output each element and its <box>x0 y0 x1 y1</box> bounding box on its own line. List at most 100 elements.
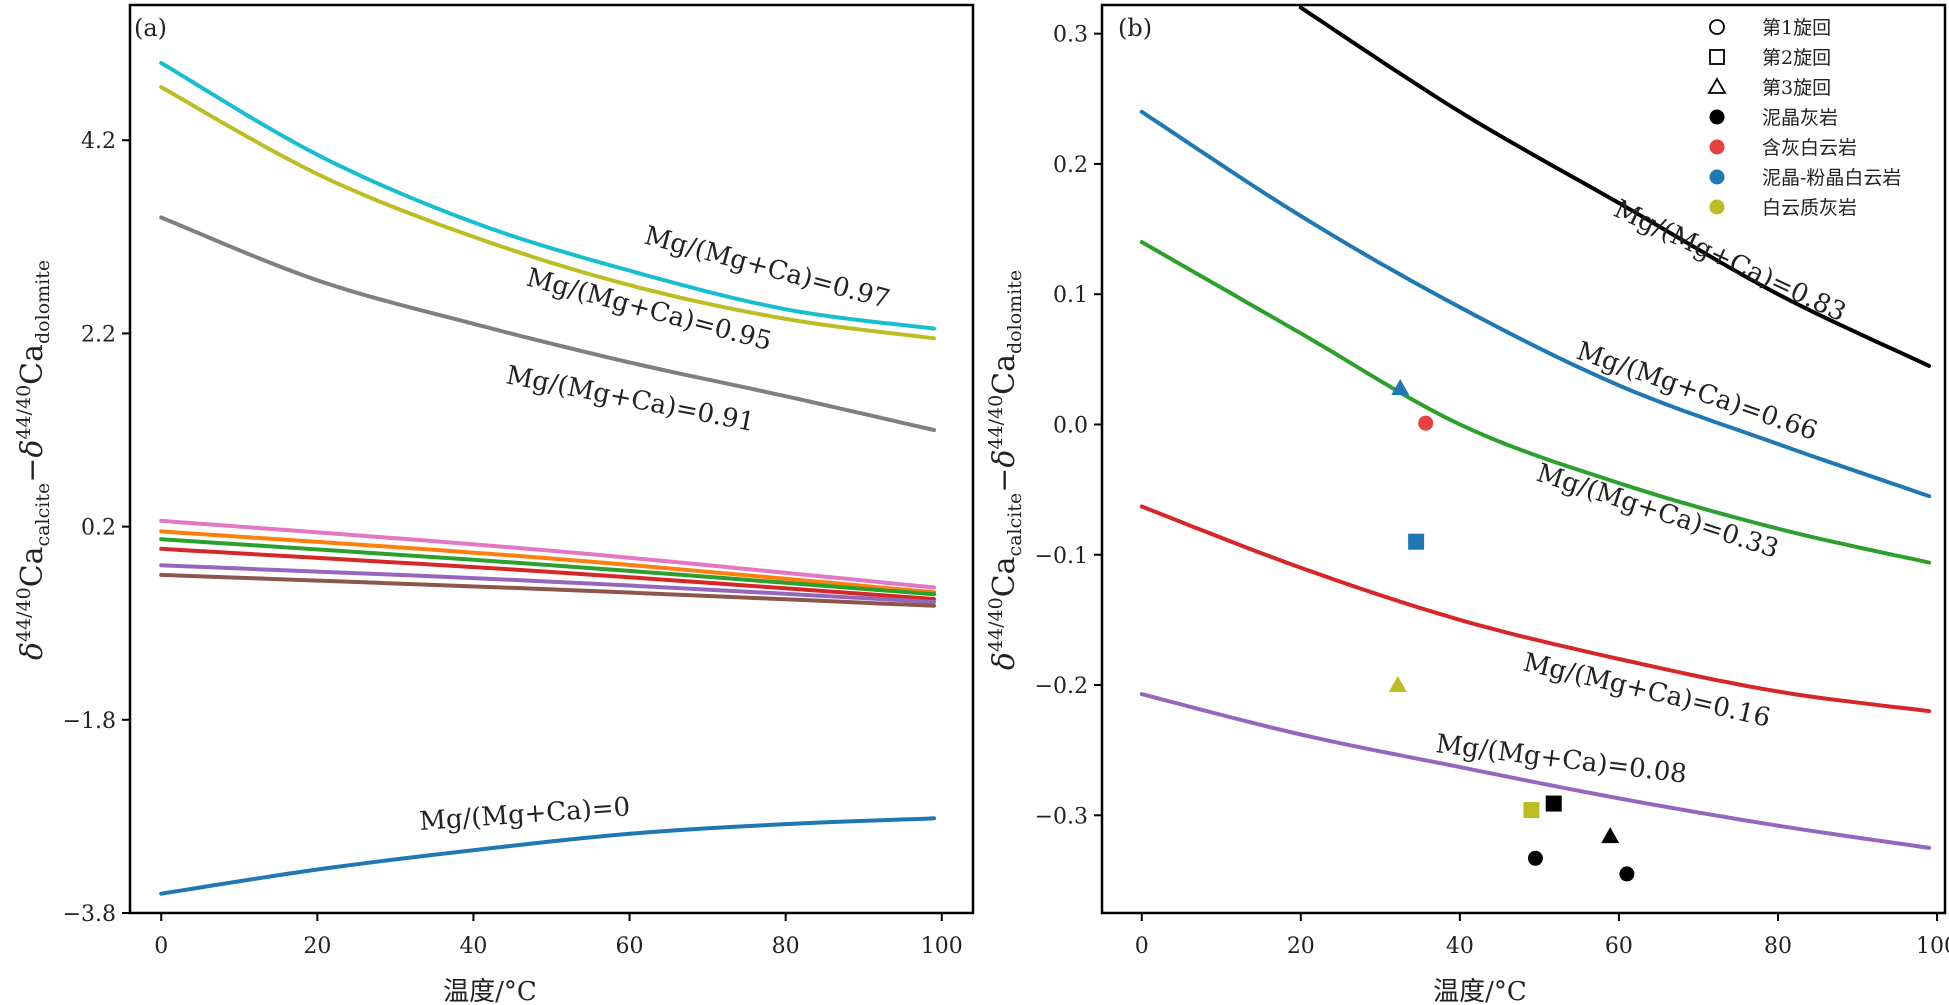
legend-label: 白云质灰岩 <box>1762 197 1857 219</box>
series-line-a-4 <box>159 529 936 595</box>
x-tick-label: 60 <box>616 934 644 959</box>
data-point-circle <box>1418 415 1434 431</box>
y-tick-label: −0.2 <box>1035 674 1088 699</box>
x-tick-label: 20 <box>1287 934 1315 959</box>
series-line-a-6 <box>159 546 936 602</box>
series-line-b-1 <box>1139 109 1932 499</box>
y-tick-label: −0.1 <box>1035 544 1088 569</box>
data-point-square <box>1545 795 1562 812</box>
ylabel-b-delta2: δ <box>987 450 1022 468</box>
y-tick-label: −1.8 <box>63 709 116 734</box>
x-tick-label: 60 <box>1605 934 1633 959</box>
series-line-a-8 <box>159 572 936 608</box>
data-point-circle <box>1619 866 1635 882</box>
series-line-a-7 <box>159 563 936 604</box>
series-line-a-3 <box>159 518 936 590</box>
panel-b-series <box>1139 5 1932 850</box>
series-line-a-0 <box>159 61 936 331</box>
data-point-triangle <box>1601 827 1620 844</box>
legend-marker <box>1709 49 1725 65</box>
series-line-a-5 <box>159 537 936 597</box>
ylabel-a-sup: 44/40 <box>13 587 35 642</box>
panel-b-frame <box>1100 3 1947 915</box>
ylabel-b-sub2: dolomite <box>1004 270 1026 354</box>
series-line-a-2 <box>159 215 936 432</box>
ylabel-a-sup2: 44/40 <box>13 385 35 440</box>
ylabel-a-ca: Ca <box>15 546 50 587</box>
series-line-a-9 <box>159 816 936 896</box>
legend-marker <box>1709 109 1725 125</box>
curve-label-b-033: Mg/(Mg+Ca)=0.33 <box>1533 458 1782 565</box>
panel-b-points <box>1388 379 1635 882</box>
ylabel-a-delta: δ <box>15 642 50 660</box>
curve-label-a-091: Mg/(Mg+Ca)=0.91 <box>504 360 758 438</box>
panel-a-ylabel: δ44/40Cacalcite−δ44/40Cadolomite <box>13 260 54 660</box>
legend-label: 第1旋回 <box>1762 17 1831 39</box>
x-tick-label: 40 <box>459 934 487 959</box>
y-tick-label: 0.2 <box>81 516 116 541</box>
x-tick-label: 20 <box>303 934 331 959</box>
series-line-a-1 <box>159 85 936 341</box>
y-tick-label: 0.0 <box>1053 413 1088 438</box>
panel-b-xlabel: 温度/°C <box>1433 977 1527 1005</box>
y-tick-label: 0.1 <box>1053 283 1088 308</box>
curve-label-b-016: Mg/(Mg+Ca)=0.16 <box>1520 648 1773 734</box>
series-line-b-4 <box>1139 692 1932 850</box>
data-point-square <box>1408 533 1425 550</box>
curve-label-b-008: Mg/(Mg+Ca)=0.08 <box>1434 729 1688 790</box>
curve-label-a-097: Mg/(Mg+Ca)=0.97 <box>641 221 893 315</box>
ylabel-b-ca: Ca <box>987 556 1022 597</box>
legend-marker <box>1709 199 1725 215</box>
panel-a-frame <box>128 3 975 915</box>
data-point-triangle <box>1391 379 1410 396</box>
legend-label: 泥晶-粉晶白云岩 <box>1762 167 1901 189</box>
x-tick-label: 80 <box>1764 934 1792 959</box>
ylabel-b-minus: − <box>987 468 1022 493</box>
ylabel-a-ca2: Ca <box>15 344 50 385</box>
data-point-square <box>1523 802 1540 819</box>
ylabel-a-delta2: δ <box>15 440 50 458</box>
ylabel-b-sup: 44/40 <box>985 597 1007 652</box>
x-tick-label: 40 <box>1446 934 1474 959</box>
svg-text:δ44/40Cacalcite−δ44/40Cadolomi: δ44/40Cacalcite−δ44/40Cadolomite <box>985 270 1026 670</box>
y-tick-label: −3.8 <box>63 902 116 927</box>
panel-b-tag: (b) <box>1118 14 1152 42</box>
y-tick-label: 4.2 <box>81 129 116 154</box>
legend-label: 第3旋回 <box>1762 77 1831 99</box>
y-tick-label: −0.3 <box>1035 804 1088 829</box>
ylabel-b-delta: δ <box>987 652 1022 670</box>
x-tick-label: 100 <box>921 934 963 959</box>
panel-b-ylabel: δ44/40Cacalcite−δ44/40Cadolomite <box>985 270 1026 670</box>
legend-marker <box>1709 139 1725 155</box>
ylabel-a-sub2: dolomite <box>32 260 54 344</box>
y-tick-label: 2.2 <box>81 322 116 347</box>
panel-b: (b) 0 20 40 60 80 100 −0.3 −0.2 −0.1 0.0 0.1 0.2 0.3… <box>985 3 1949 1005</box>
svg-text:δ44/40Cacalcite−δ44/40Cadolomi: δ44/40Cacalcite−δ44/40Cadolomite <box>13 260 54 660</box>
legend-label: 含灰白云岩 <box>1762 137 1857 159</box>
ylabel-a-minus: − <box>15 458 50 483</box>
legend-marker <box>1709 169 1725 185</box>
x-tick-label: 0 <box>1135 934 1149 959</box>
y-tick-label: 0.3 <box>1053 23 1088 48</box>
panel-a-series <box>159 61 936 896</box>
panel-a-ticks: 0 20 40 60 80 100 −3.8 −1.8 0.2 2.2 4.2 <box>63 129 963 959</box>
curve-label-b-066: Mg/(Mg+Ca)=0.66 <box>1573 336 1821 447</box>
x-tick-label: 100 <box>1916 934 1949 959</box>
ylabel-b-ca2: Ca <box>987 354 1022 395</box>
panel-a-tag: (a) <box>134 14 167 42</box>
data-point-circle <box>1527 850 1543 866</box>
x-tick-label: 80 <box>772 934 800 959</box>
ylabel-b-sub1: calcite <box>1004 493 1026 557</box>
series-line-b-3 <box>1139 504 1932 714</box>
ylabel-b-sup2: 44/40 <box>985 395 1007 450</box>
legend-label: 泥晶灰岩 <box>1762 107 1838 129</box>
series-line-b-0 <box>1298 5 1932 368</box>
series-line-b-2 <box>1139 240 1932 565</box>
panel-b-ticks: 0 20 40 60 80 100 −0.3 −0.2 −0.1 0.0 0.1 0.2 0.3 <box>1035 23 1949 959</box>
x-tick-label: 0 <box>154 934 168 959</box>
panel-a: (a) 0 20 40 60 80 100 −3.8 −1.8 0.2 2.2 4.2 Mg/(Mg… <box>13 3 975 1005</box>
panel-a-xlabel: 温度/°C <box>443 977 537 1005</box>
legend-label: 第2旋回 <box>1762 47 1831 69</box>
